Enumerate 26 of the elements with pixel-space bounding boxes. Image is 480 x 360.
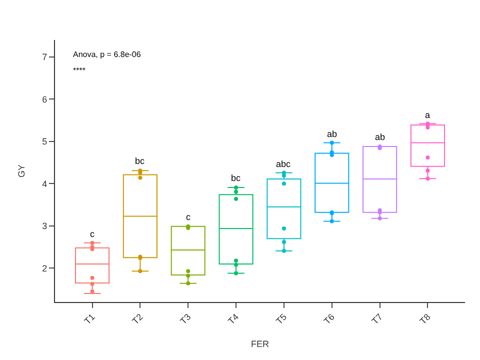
y-tick-label: 3 — [42, 221, 48, 232]
annotation: bc — [135, 156, 146, 166]
y-tick-label: 7 — [42, 52, 48, 62]
x-tick-label: T2 — [130, 312, 145, 326]
annotation: **** — [73, 66, 86, 75]
y-tick-label: 5 — [42, 136, 48, 147]
y-tick-label: 4 — [42, 178, 48, 189]
annotation: c — [186, 212, 191, 222]
x-tick-label: T6 — [322, 312, 336, 326]
x-tick-label: T1 — [82, 312, 97, 326]
x-tick-label: T3 — [178, 312, 193, 326]
x-axis-title: FER — [251, 339, 270, 350]
y-tick-label: 6 — [42, 94, 48, 104]
annotation: ab — [375, 132, 386, 142]
y-axis-title: GY — [16, 164, 27, 178]
y-tick-label: 2 — [42, 263, 48, 274]
x-tick-label: T5 — [274, 312, 289, 326]
annotation: bc — [231, 173, 242, 183]
x-tick-label: T4 — [226, 312, 241, 326]
annotation: c — [90, 229, 95, 239]
annotation: Anova, p = 6.8e-06 — [73, 50, 142, 59]
annotation: ab — [327, 129, 338, 139]
x-tick-label: T8 — [418, 312, 432, 326]
x-tick-label: T7 — [370, 312, 384, 326]
annotation: a — [425, 110, 430, 120]
annotation: abc — [276, 159, 292, 169]
